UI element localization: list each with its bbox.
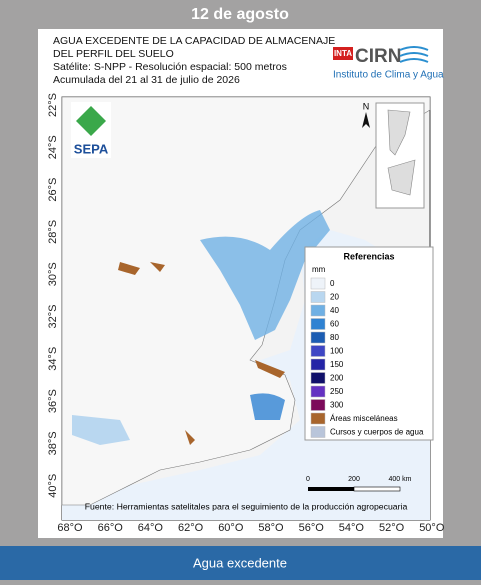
north: N <box>363 101 370 111</box>
lon-label: 64°O <box>138 522 164 534</box>
lon-label: 54°O <box>339 522 365 534</box>
legend-swatch <box>310 412 326 425</box>
scale-label: 0 <box>306 476 310 483</box>
lon-label: 62°O <box>178 522 204 534</box>
lat-label: 32°S <box>47 305 59 329</box>
sepa-icon <box>76 106 106 136</box>
misc-areas <box>255 360 285 378</box>
legend-label: 60 <box>330 320 339 329</box>
scale-label: 200 <box>348 476 360 483</box>
waves <box>399 46 429 63</box>
scale-bar <box>353 486 401 492</box>
legend-swatch <box>310 399 326 411</box>
legend-label: 250 <box>330 387 344 396</box>
lon-label: 58°O <box>258 522 284 534</box>
water-excess-bsas <box>250 393 285 420</box>
lat-label: 30°S <box>47 262 59 286</box>
legend-swatch <box>310 426 326 438</box>
legend-label: Cursos y cuerpos de agua <box>330 428 424 437</box>
institute: Instituto de Clima y Agua <box>333 70 444 81</box>
legend-swatch <box>310 358 326 371</box>
lat-label: 24°S <box>47 135 59 159</box>
legend-swatch <box>310 385 326 398</box>
lat-label: 40°S <box>47 474 59 498</box>
legend-title: Referencias <box>343 251 394 261</box>
title-line: Satélite: S-NPP - Resolución espacial: 5… <box>53 61 287 73</box>
legend-label: 20 <box>330 293 339 302</box>
legend <box>304 246 434 441</box>
title-line: AGUA EXCEDENTE DE LA CAPACIDAD DE ALMACE… <box>53 35 335 47</box>
legend-label: 150 <box>330 360 344 369</box>
north-arrow <box>362 112 370 128</box>
sepa: SEPA <box>74 141 109 156</box>
lon-label: 60°O <box>218 522 244 534</box>
lat-label: 38°S <box>47 431 59 455</box>
legend-swatch <box>310 304 326 317</box>
inset-map <box>387 109 416 196</box>
legend-label: 100 <box>330 347 344 356</box>
scale-label: 400 km <box>389 476 412 483</box>
scale-bar <box>308 487 354 491</box>
legend-label: Áreas misceláneas <box>330 414 398 423</box>
lon-label: 66°O <box>98 522 124 534</box>
water-excess-sw <box>72 415 130 445</box>
footer-label: Agua excedente <box>193 555 287 570</box>
legend-unit: mm <box>312 265 326 274</box>
legend-label: 40 <box>330 306 339 315</box>
lon-label: 68°O <box>57 522 83 534</box>
legend-swatch <box>310 318 326 330</box>
lat-labels: 22°S 24°S 26°S 28°S 30°S 32°S 34°S 36°S 38°S 40°S <box>47 93 59 498</box>
lon-label: 50°O <box>419 522 445 534</box>
legend-swatch <box>310 277 326 290</box>
legend-swatch <box>310 372 326 384</box>
legend-swatch <box>310 291 326 303</box>
legend-label: 80 <box>330 333 339 342</box>
title-line: Acumulada del 21 al 31 de julio de 2026 <box>53 74 240 86</box>
footer-bar <box>0 546 481 580</box>
lon-label: 56°O <box>299 522 325 534</box>
lat-label: 36°S <box>47 389 59 413</box>
cirn: CIRN <box>355 46 401 67</box>
legend-swatch <box>310 345 326 357</box>
lat-label: 34°S <box>47 347 59 371</box>
inta: INTA <box>334 49 352 58</box>
legend-label: 0 <box>330 279 335 288</box>
date: 12 de agosto <box>191 6 289 23</box>
lat-label: 22°S <box>47 93 59 117</box>
legend-items: 0 20 40 60 80 100 150 200 250 300 Áreas miscelánea… <box>310 277 424 438</box>
legend-label: 200 <box>330 374 344 383</box>
title-line: DEL PERFIL DEL SUELO <box>53 48 174 60</box>
lat-label: 28°S <box>47 220 59 244</box>
source: Fuente: Herramientas satelitales para el… <box>85 501 408 511</box>
lon-label: 52°O <box>379 522 405 534</box>
water-excess-ne <box>200 210 330 340</box>
legend-label: 300 <box>330 401 344 410</box>
legend-swatch <box>310 331 326 344</box>
lon-labels: 68°O 66°O 64°O 62°O 60°O 58°O 56°O 54°O 52°O 50°O <box>57 522 444 534</box>
lat-label: 26°S <box>47 178 59 202</box>
inta-logo <box>333 47 353 60</box>
title-block: AGUA EXCEDENTE DE LA CAPACIDAD DE ALMACE… <box>53 35 335 86</box>
